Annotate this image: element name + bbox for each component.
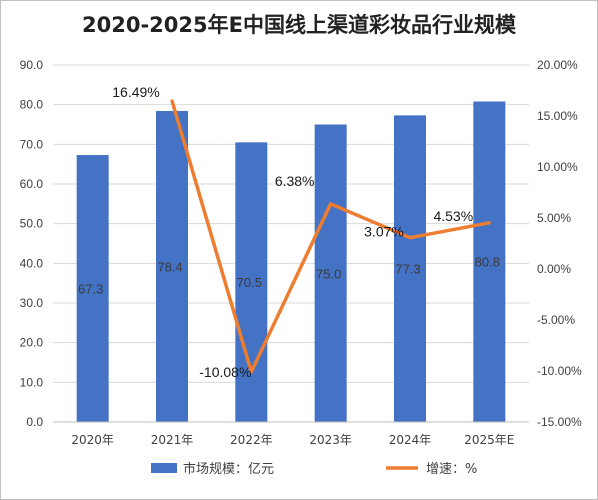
bar-value-label: 67.3 (78, 282, 103, 297)
y-right-tick-label: 10.00% (537, 160, 578, 174)
y-right-tick-label: -15.00% (537, 415, 582, 429)
x-tick-label: 2020年 (71, 433, 114, 447)
bar (473, 101, 506, 422)
x-tick-label: 2021年 (151, 433, 194, 447)
x-tick-label: 2023年 (309, 433, 352, 447)
growth-point (170, 99, 174, 103)
y-left-tick-label: 0.0 (26, 415, 43, 429)
y-right-tick-label: 0.00% (537, 262, 571, 276)
growth-value-label: -10.08% (199, 364, 251, 380)
y-right-tick-label: 15.00% (537, 109, 578, 123)
legend: 市场规模：亿元 增速：% (151, 461, 477, 477)
y-left-tick-label: 90.0 (20, 58, 44, 72)
bar-value-label: 75.0 (316, 266, 341, 281)
legend-label-line: 增速：% (426, 462, 477, 477)
y-left-tick-label: 30.0 (20, 296, 44, 310)
y-left-tick-label: 60.0 (20, 177, 44, 191)
growth-point (408, 236, 412, 240)
growth-point (329, 202, 333, 206)
bar-series (76, 101, 506, 423)
bar-value-label: 78.4 (157, 260, 182, 275)
y-right-tick-label: -10.00% (537, 364, 582, 378)
growth-value-label: 3.07% (364, 224, 404, 240)
y-left-tick-label: 70.0 (20, 137, 44, 151)
growth-point (249, 370, 253, 374)
bar-value-label: 70.5 (237, 275, 262, 290)
x-tick-label: 2025年E (464, 433, 514, 447)
y-right-tick-label: 20.00% (537, 58, 578, 72)
bar (394, 115, 426, 423)
gridlines (53, 64, 529, 383)
y-left-tick-label: 10.0 (20, 375, 44, 389)
y-right-tick-label: 5.00% (537, 211, 571, 225)
growth-value-label: 6.38% (275, 173, 315, 189)
bar (76, 155, 109, 422)
x-tick-label: 2024年 (389, 433, 432, 447)
bar-value-label: 77.3 (395, 262, 420, 277)
data-labels: 67.3 78.4 70.5 75.0 77.3 80.8 16.49% -10.08% 6.3… (78, 84, 500, 380)
bar-value-label: 80.8 (475, 255, 500, 270)
bar (156, 111, 188, 422)
line-series (170, 99, 491, 374)
y-left-tick-label: 50.0 (20, 217, 44, 231)
y-right-tick-label: -5.00% (537, 313, 575, 327)
growth-point (487, 221, 491, 225)
bar (235, 142, 268, 422)
growth-value-label: 4.53% (433, 208, 473, 224)
y-left-tick-label: 40.0 (20, 256, 44, 270)
legend-swatch-bar (151, 463, 177, 473)
x-tick-label: 2022年 (230, 433, 273, 447)
y-left-tick-label: 20.0 (20, 336, 44, 350)
chart-title: 2020-2025年E中国线上渠道彩妆品行业规模 (82, 13, 516, 37)
y-left-tick-label: 80.0 (20, 98, 44, 112)
growth-value-label: 16.49% (112, 84, 159, 100)
legend-label-bar: 市场规模：亿元 (183, 461, 274, 477)
axes: 0.0 10.0 20.0 30.0 40.0 50.0 60.0 70.0 80.0 90.0 -… (20, 58, 582, 447)
bar (314, 124, 347, 422)
